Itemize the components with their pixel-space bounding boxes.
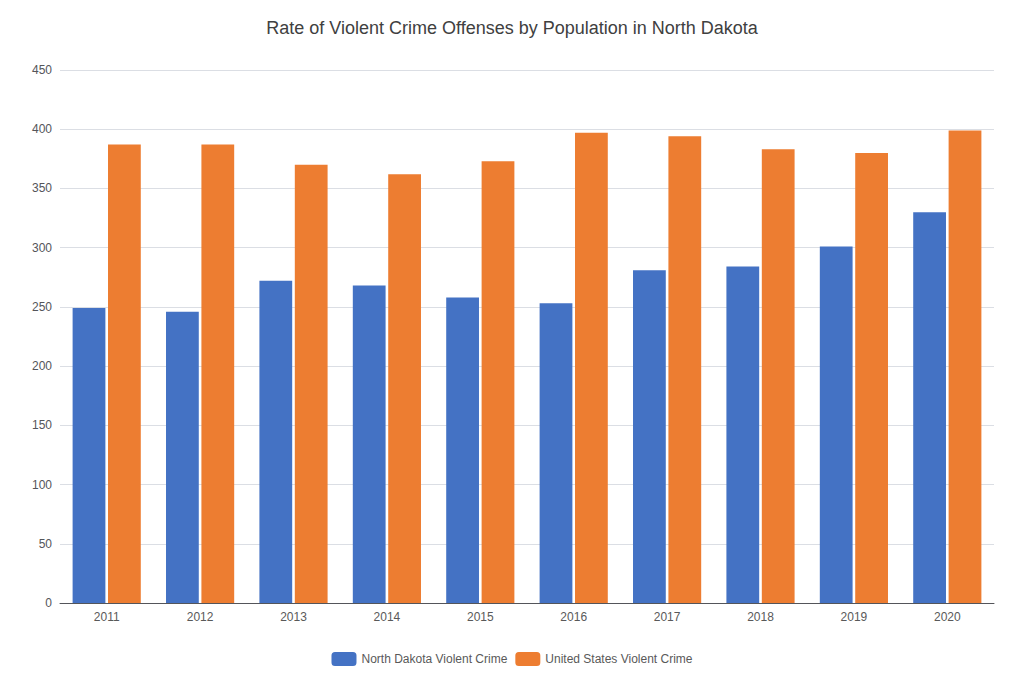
svg-text:150: 150 <box>32 418 52 432</box>
svg-text:50: 50 <box>39 537 53 551</box>
svg-text:2016: 2016 <box>560 610 587 624</box>
svg-text:2011: 2011 <box>94 610 120 624</box>
svg-text:0: 0 <box>45 596 52 610</box>
svg-text:2013: 2013 <box>280 610 307 624</box>
svg-text:North Dakota Violent Crime: North Dakota Violent Crime <box>361 652 507 666</box>
svg-text:100: 100 <box>32 478 52 492</box>
svg-text:2018: 2018 <box>747 610 774 624</box>
svg-text:2020: 2020 <box>934 610 961 624</box>
svg-text:300: 300 <box>32 241 52 255</box>
svg-text:250: 250 <box>32 300 52 314</box>
svg-text:350: 350 <box>32 181 52 195</box>
svg-text:2014: 2014 <box>374 610 401 624</box>
svg-text:2017: 2017 <box>654 610 681 624</box>
svg-text:2012: 2012 <box>187 610 214 624</box>
svg-text:Rate of Violent Crime Offenses: Rate of Violent Crime Offenses by Popula… <box>266 18 759 38</box>
svg-text:United States Violent Crime: United States Violent Crime <box>545 652 693 666</box>
svg-text:2019: 2019 <box>841 610 868 624</box>
svg-text:450: 450 <box>32 63 52 77</box>
svg-text:400: 400 <box>32 122 52 136</box>
svg-text:200: 200 <box>32 359 52 373</box>
svg-text:2015: 2015 <box>467 610 494 624</box>
